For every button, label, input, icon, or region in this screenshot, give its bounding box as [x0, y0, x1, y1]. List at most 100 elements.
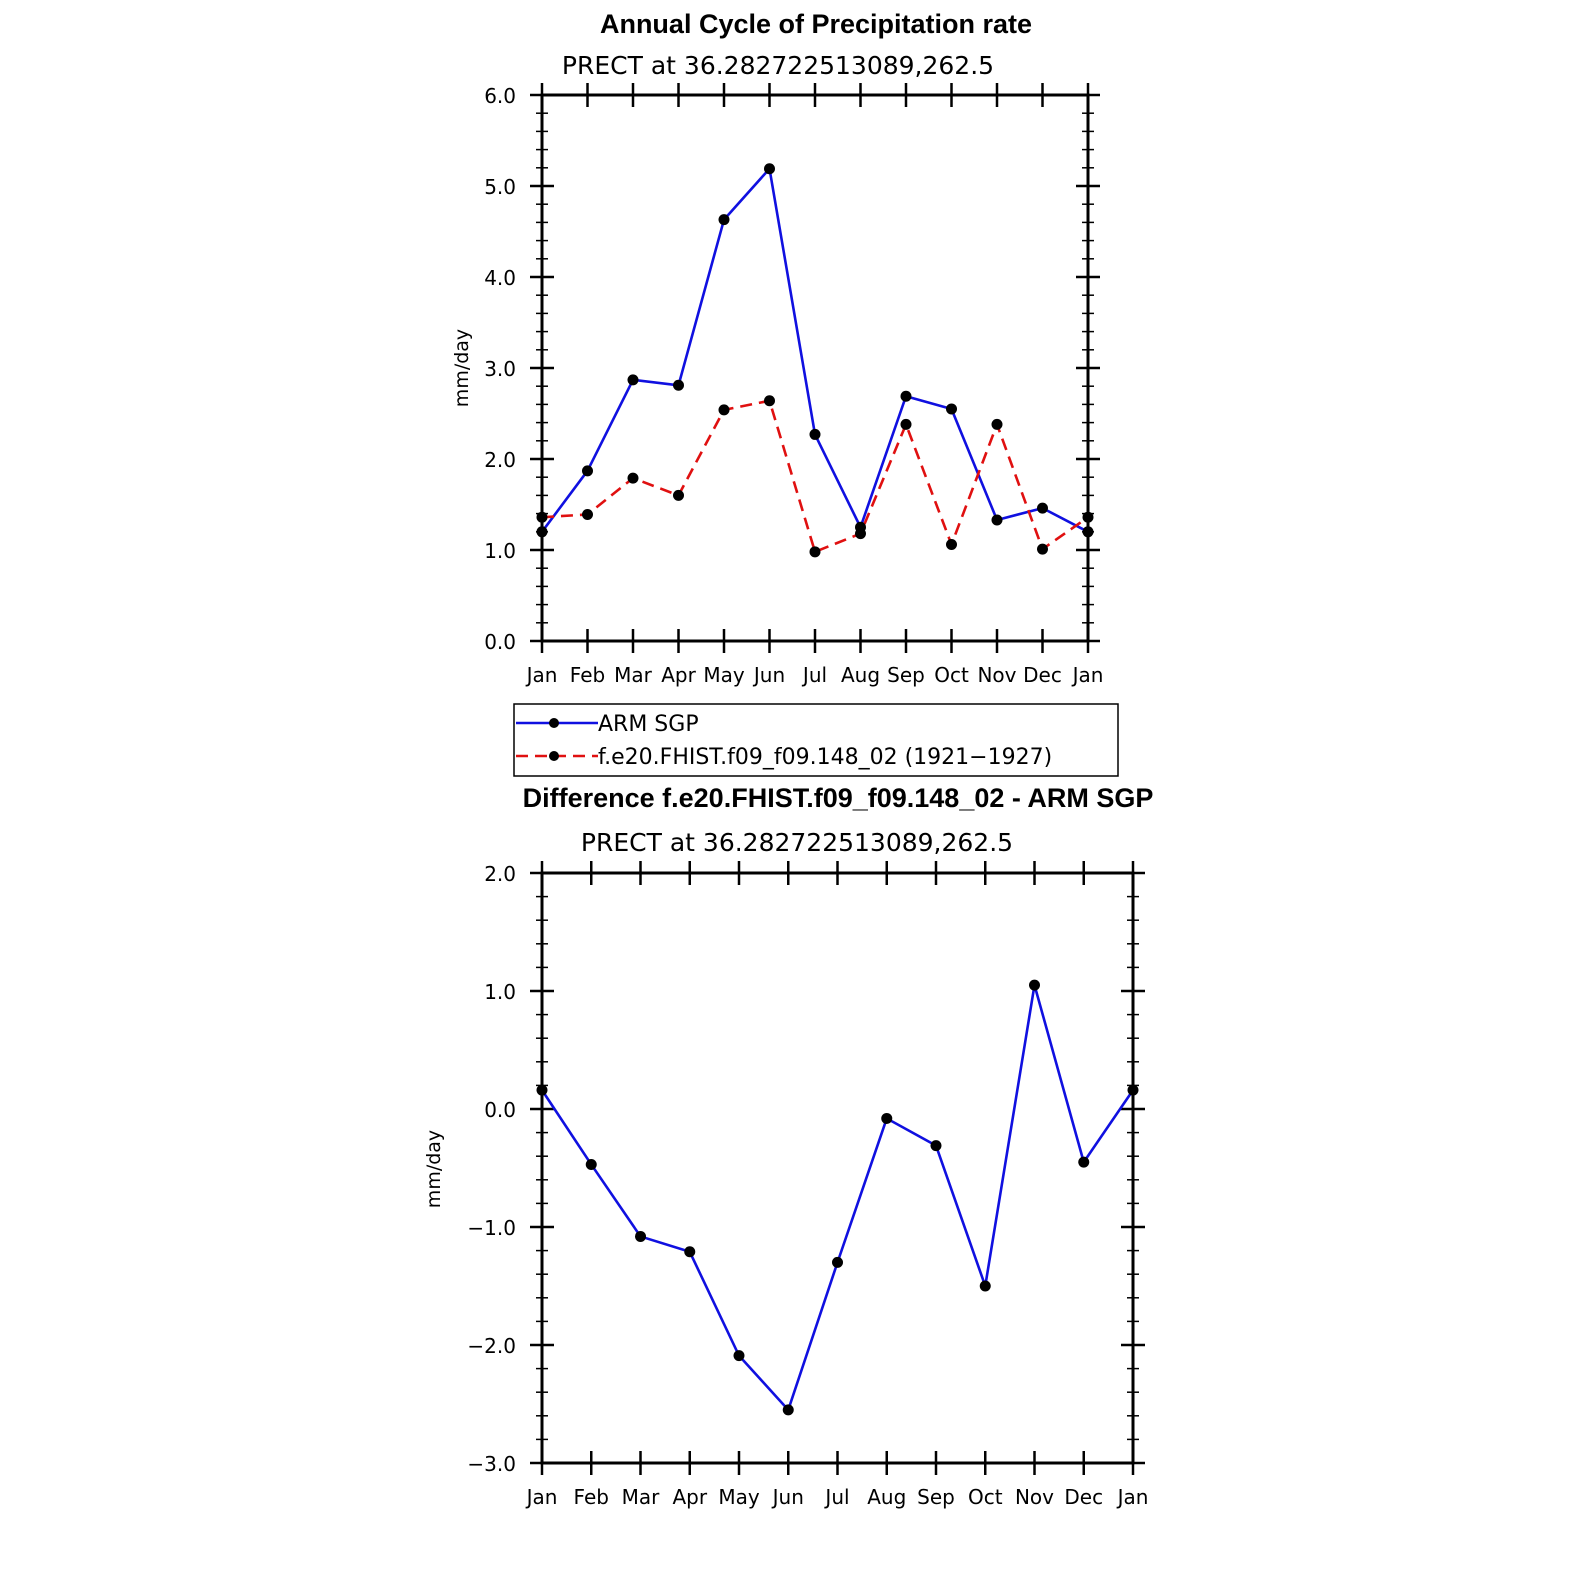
x-tick-label: Jun	[752, 663, 785, 687]
y-tick-label: 1.0	[484, 980, 516, 1004]
x-tick-labels: Jan Feb Mar Apr May Jun Jul Aug Sep Oct Nov Dec Jan	[525, 663, 1104, 687]
y-tick-label: 0.0	[484, 630, 516, 654]
data-point	[673, 379, 684, 391]
y-tick-labels: −3.0 −2.0 −1.0 0.0 1.0 2.0	[467, 862, 516, 1476]
data-point	[582, 509, 593, 521]
data-point	[733, 1350, 745, 1362]
chart-title: Annual Cycle of Precipitation rate	[600, 9, 1032, 39]
legend-entry-arm-sgp: ARM SGP	[516, 712, 699, 737]
panel-difference: Difference f.e20.FHIST.f09_f09.148_02 - …	[423, 783, 1153, 1509]
y-axis-label: mm/day	[423, 1130, 445, 1208]
legend-label: ARM SGP	[598, 712, 699, 737]
x-tick-label: Sep	[887, 663, 925, 687]
data-point	[627, 374, 639, 386]
series-group	[536, 979, 1139, 1416]
x-tick-label: Oct	[934, 663, 969, 687]
x-tick-labels: Jan Feb Mar Apr May Jun Jul Aug Sep Oct Nov Dec Jan	[525, 1485, 1149, 1509]
y-tick-label: 6.0	[484, 84, 516, 108]
series-line	[541, 399, 1089, 554]
data-point	[1029, 979, 1040, 991]
axis-ticks	[530, 861, 1145, 1475]
x-tick-label: Mar	[614, 663, 653, 687]
legend: ARM SGP f.e20.FHIST.f09_f09.148_02 (1921…	[513, 703, 1119, 777]
data-point	[900, 418, 912, 430]
axis-ticks	[530, 83, 1100, 653]
y-tick-label: 3.0	[484, 357, 516, 381]
data-point	[1037, 502, 1048, 514]
data-point	[900, 390, 912, 402]
data-point	[585, 1158, 597, 1170]
x-tick-label: Apr	[672, 1485, 707, 1509]
data-point	[718, 214, 730, 226]
chart-title: Difference f.e20.FHIST.f09_f09.148_02 - …	[523, 783, 1154, 813]
y-tick-label: −2.0	[467, 1334, 516, 1358]
chart-subtitle: PRECT at 36.282722513089,262.5	[581, 828, 1013, 857]
x-tick-label: Jan	[1116, 1485, 1149, 1509]
x-tick-label: Dec	[1064, 1485, 1103, 1509]
y-tick-label: 1.0	[484, 539, 516, 563]
x-tick-label: Nov	[977, 663, 1016, 687]
y-tick-label: 4.0	[484, 266, 516, 290]
x-tick-label: May	[718, 1485, 760, 1509]
x-tick-label: Aug	[841, 663, 880, 687]
chart-subtitle: PRECT at 36.282722513089,262.5	[562, 51, 994, 80]
data-point	[991, 418, 1003, 430]
data-point	[718, 404, 730, 416]
y-tick-label: −3.0	[467, 1452, 516, 1476]
data-point	[635, 1230, 646, 1242]
y-tick-label: −1.0	[467, 1216, 516, 1240]
data-point	[809, 428, 821, 440]
x-tick-label: Mar	[622, 1485, 661, 1509]
y-tick-label: 2.0	[484, 862, 516, 886]
legend-entry-model: f.e20.FHIST.f09_f09.148_02 (1921−1927)	[516, 745, 1052, 770]
y-axis-label: mm/day	[451, 329, 473, 407]
plot-frame	[540, 93, 1090, 643]
y-tick-label: 0.0	[484, 1098, 516, 1122]
data-point	[930, 1140, 942, 1152]
x-tick-label: May	[703, 663, 745, 687]
x-tick-label: Jan	[525, 663, 558, 687]
series-line	[540, 983, 1135, 1412]
data-point	[832, 1256, 843, 1268]
x-tick-label: Aug	[867, 1485, 906, 1509]
plot-frame	[540, 871, 1135, 1465]
series-line	[540, 167, 1089, 533]
legend-box	[513, 703, 1119, 777]
x-tick-label: Nov	[1015, 1485, 1054, 1509]
x-tick-label: Apr	[661, 663, 696, 687]
x-tick-label: Jan	[525, 1485, 558, 1509]
data-point	[627, 472, 639, 484]
data-point	[809, 546, 821, 558]
x-tick-label: Jan	[1071, 663, 1104, 687]
x-tick-label: Dec	[1023, 663, 1062, 687]
data-point	[764, 395, 775, 407]
panel-annual-cycle: Annual Cycle of Precipitation rate PRECT…	[451, 9, 1103, 687]
legend-label: f.e20.FHIST.f09_f09.148_02 (1921−1927)	[598, 745, 1052, 770]
x-tick-label: Feb	[570, 663, 605, 687]
y-tick-label: 5.0	[484, 175, 516, 199]
data-point	[582, 465, 593, 477]
x-tick-label: Feb	[574, 1485, 609, 1509]
x-tick-label: Oct	[968, 1485, 1003, 1509]
legend-swatch-marker	[549, 718, 559, 728]
legend-swatch-marker	[549, 751, 559, 761]
x-tick-label: Sep	[917, 1485, 955, 1509]
data-point	[946, 539, 957, 551]
data-point	[764, 163, 775, 175]
data-point	[1078, 1156, 1090, 1168]
x-tick-label: Jun	[771, 1485, 804, 1509]
x-tick-label: Jul	[823, 1485, 849, 1509]
data-point	[979, 1280, 991, 1292]
x-tick-label: Jul	[801, 663, 827, 687]
data-point	[881, 1112, 893, 1124]
y-tick-labels: 0.0 1.0 2.0 3.0 4.0 5.0 6.0	[484, 84, 516, 654]
data-point	[991, 514, 1003, 526]
y-tick-label: 2.0	[484, 448, 516, 472]
data-point	[684, 1246, 696, 1258]
data-point	[855, 528, 866, 540]
data-point	[782, 1404, 794, 1416]
data-point	[1037, 543, 1048, 555]
series-group	[536, 163, 1094, 558]
data-point	[946, 403, 957, 415]
